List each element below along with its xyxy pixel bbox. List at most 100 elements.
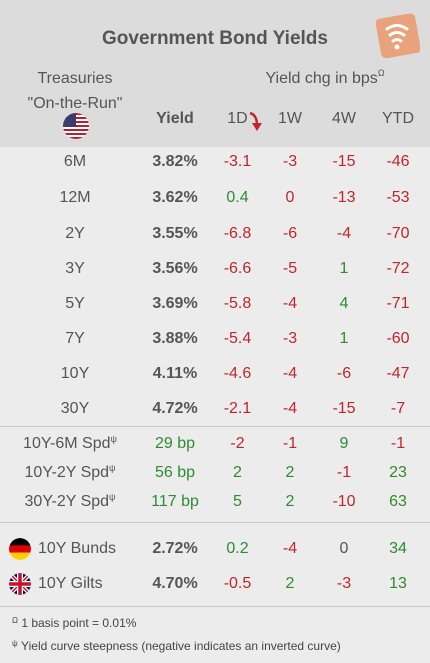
change-1w: 0 xyxy=(285,189,295,206)
change-ytd: -71 xyxy=(386,295,410,312)
change-1d: -4.6 xyxy=(223,365,252,382)
footnote-spread: ψ Yield curve steepness (negative indica… xyxy=(12,639,341,653)
treasuries-label: Treasuries xyxy=(37,70,113,87)
spread-label: 10Y-6M Spdψ xyxy=(0,434,140,453)
psi-footnote-mark: ψ xyxy=(109,492,116,502)
yield-value: 2.72% xyxy=(152,540,198,557)
change-1d: -0.5 xyxy=(223,575,252,592)
change-1w: -3 xyxy=(282,330,298,347)
change-4w: -1 xyxy=(336,464,352,481)
change-ytd: -7 xyxy=(390,400,406,417)
change-ytd: -46 xyxy=(386,153,410,170)
change-4w: -13 xyxy=(332,189,356,206)
germany-flag-icon xyxy=(9,538,31,560)
yield-value: 3.55% xyxy=(152,225,198,242)
change-1w: -4 xyxy=(282,365,298,382)
change-4w: -15 xyxy=(332,153,356,170)
tenor-label: 6M xyxy=(63,153,87,170)
change-1d: 0.4 xyxy=(226,189,249,206)
spread-value: 29 bp xyxy=(154,435,196,452)
yield-value: 3.69% xyxy=(152,295,198,312)
change-ytd: 23 xyxy=(389,464,407,481)
change-ytd: 13 xyxy=(389,575,407,592)
footnote-basis-point: Ω 1 basis point = 0.01% xyxy=(12,616,136,630)
spread-value: 56 bp xyxy=(154,464,196,481)
psi-footnote-mark: ψ xyxy=(12,639,18,648)
change-ytd: -1 xyxy=(390,435,406,452)
change-1d: 2 xyxy=(233,464,242,481)
yield-column-header: Yield xyxy=(156,110,194,127)
spread-value: 117 bp xyxy=(151,493,199,510)
column-header-1d: 1D xyxy=(227,110,248,127)
change-4w: 0 xyxy=(339,540,349,557)
omega-footnote-mark: Ω xyxy=(377,68,385,78)
change-1d: 5 xyxy=(233,493,242,510)
change-4w: -10 xyxy=(332,493,356,510)
change-4w: -4 xyxy=(336,225,352,242)
change-4w: -6 xyxy=(336,365,352,382)
yield-value: 4.70% xyxy=(152,575,198,592)
change-1w: -1 xyxy=(282,435,298,452)
change-1w: -6 xyxy=(282,225,298,242)
yield-change-label: Yield chg in bps xyxy=(265,70,378,87)
change-1d: -3.1 xyxy=(223,153,252,170)
change-ytd: -70 xyxy=(386,225,410,242)
change-1w: -3 xyxy=(282,153,298,170)
page-title: Government Bond Yields xyxy=(102,28,328,49)
yield-change-header: Yield chg in bpsΩ xyxy=(225,68,425,88)
bond-label: 10Y Gilts xyxy=(38,575,103,592)
change-1w: -4 xyxy=(282,295,298,312)
change-1w: -5 xyxy=(282,260,298,277)
tenor-label: 2Y xyxy=(65,225,85,242)
yield-value: 4.72% xyxy=(152,400,198,417)
omega-footnote-mark: Ω xyxy=(12,616,18,625)
change-1d: -6.8 xyxy=(223,225,252,242)
change-1w: 2 xyxy=(285,575,295,592)
tenor-label: 30Y xyxy=(60,400,90,417)
change-1d: -5.4 xyxy=(223,330,252,347)
spread-label: 30Y-2Y Spdψ xyxy=(0,492,140,511)
change-4w: -15 xyxy=(332,400,356,417)
change-ytd: 34 xyxy=(389,540,407,557)
psi-footnote-mark: ψ xyxy=(110,434,117,444)
yield-value: 3.88% xyxy=(152,330,198,347)
tenor-label: 5Y xyxy=(65,295,85,312)
change-1d: -2.1 xyxy=(223,400,252,417)
column-header-ytd: YTD xyxy=(382,110,414,127)
change-4w: -3 xyxy=(336,575,352,592)
change-1d: -5.8 xyxy=(223,295,252,312)
change-ytd: -60 xyxy=(386,330,410,347)
section-divider xyxy=(0,606,430,607)
us-flag-icon xyxy=(63,113,89,139)
column-header-4w: 4W xyxy=(332,110,356,127)
tenor-label: 7Y xyxy=(65,330,85,347)
change-ytd: -72 xyxy=(386,260,410,277)
tenor-label: 3Y xyxy=(65,260,85,277)
uk-flag-icon xyxy=(9,573,31,595)
section-divider xyxy=(0,522,430,523)
change-1w: -4 xyxy=(282,540,298,557)
psi-footnote-mark: ψ xyxy=(109,463,116,473)
spread-label: 10Y-2Y Spdψ xyxy=(0,463,140,482)
change-1d: -6.6 xyxy=(223,260,252,277)
change-4w: 4 xyxy=(339,295,349,312)
change-4w: 1 xyxy=(339,330,349,347)
change-ytd: -53 xyxy=(386,189,410,206)
yield-value: 3.82% xyxy=(152,153,198,170)
change-4w: 9 xyxy=(339,435,349,452)
spread-name: 30Y-2Y Spd xyxy=(24,493,110,510)
change-1w: 2 xyxy=(285,493,295,510)
yield-value: 3.56% xyxy=(152,260,198,277)
change-1d: -2 xyxy=(230,435,245,452)
section-divider xyxy=(0,426,430,427)
logo-icon xyxy=(375,13,420,58)
spread-name: 10Y-2Y Spd xyxy=(24,464,110,481)
yield-value: 4.11% xyxy=(152,365,198,382)
down-arrow-icon xyxy=(249,111,262,131)
on-the-run-label: "On-the-Run" xyxy=(27,95,123,112)
yield-value: 3.62% xyxy=(152,189,198,206)
treasuries-header: Treasuries "On-the-Run" xyxy=(10,66,140,116)
tenor-label: 12M xyxy=(59,189,91,206)
spread-name: 10Y-6M Spd xyxy=(23,435,111,452)
bond-label: 10Y Bunds xyxy=(38,540,116,557)
